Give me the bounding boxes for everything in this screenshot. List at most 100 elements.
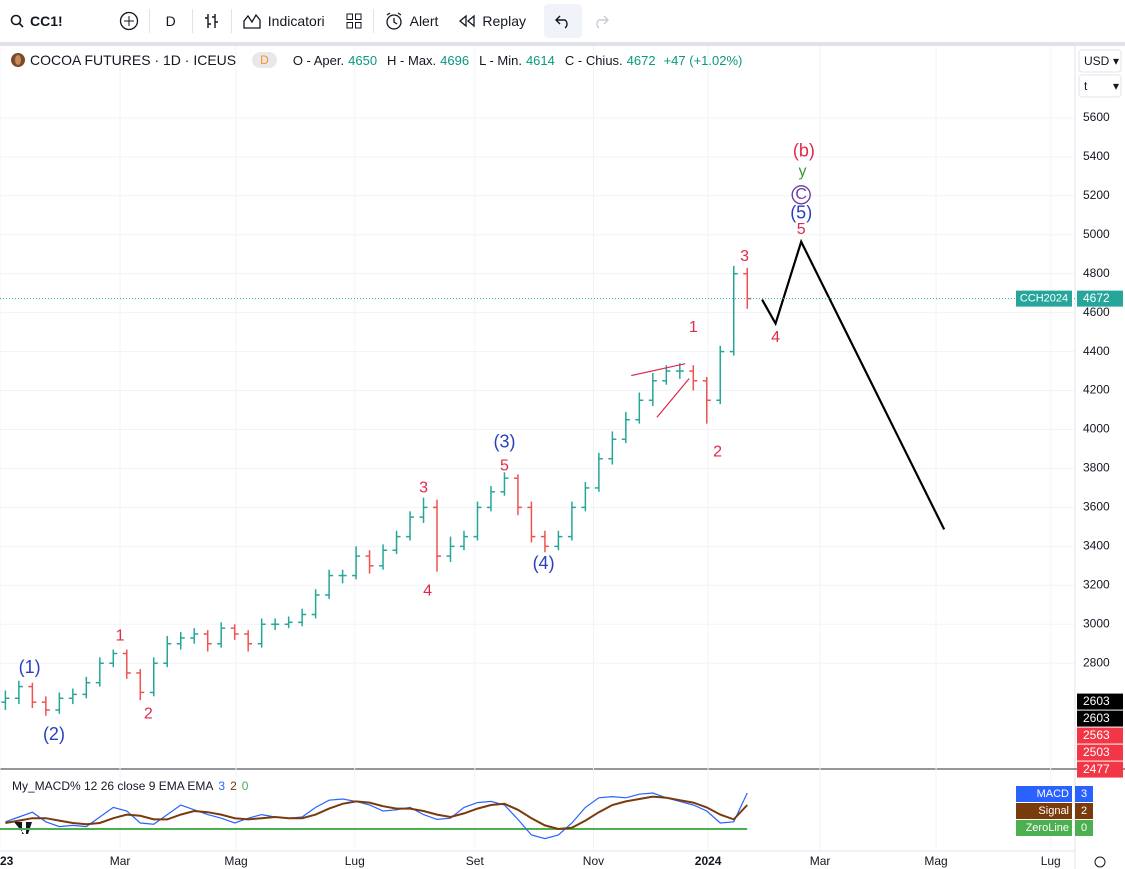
legend: COCOA FUTURES · 1D · ICEUS D O - Aper. 46… <box>10 52 742 68</box>
y-tick-label: 4000 <box>1083 422 1110 436</box>
settings-icon[interactable] <box>1094 856 1106 868</box>
high-label: H - Max. <box>387 52 437 68</box>
redo-icon <box>596 15 609 29</box>
ohlc-bar <box>379 544 388 570</box>
x-tick-label: Mag <box>224 854 247 868</box>
ohlc-bar <box>473 501 482 541</box>
wave-circle <box>791 185 811 205</box>
macd-value: 3 <box>218 779 226 793</box>
y-tick-label: 3200 <box>1083 577 1110 591</box>
ohlc-bar <box>136 669 145 701</box>
wave-label: 1 <box>689 319 698 336</box>
price-tag-value: 2603 <box>1083 694 1110 708</box>
wave-label: (2) <box>43 724 65 744</box>
wave-label: C <box>795 186 807 203</box>
ohlc-bar <box>716 345 725 405</box>
interval-badge: D <box>252 52 277 68</box>
toolbar: CC1! D Indicatori Alert Replay <box>0 0 1125 46</box>
wave-label: 4 <box>423 583 432 600</box>
wave-label: 3 <box>419 480 428 497</box>
open-label: O - Aper. <box>292 52 345 68</box>
indicator-tag-value: 2 <box>1081 805 1087 817</box>
redo-button[interactable] <box>582 0 620 42</box>
undo-button[interactable] <box>544 4 582 38</box>
wave-label: (1) <box>19 657 41 677</box>
wave-label: 5 <box>500 458 509 475</box>
indicator-line <box>5 795 748 831</box>
ohlc-bar <box>55 692 64 714</box>
macd-legend: My_MACD% 12 26 close 9 EMA EMA 3 2 0 <box>12 779 248 793</box>
ohlc-bar <box>527 501 536 543</box>
ohlc-bar <box>95 657 104 687</box>
indicators-icon <box>243 13 261 29</box>
price-tag-value: 2603 <box>1083 711 1110 725</box>
alert-button[interactable]: Alert <box>374 0 449 42</box>
price-tag-bg <box>1077 744 1123 761</box>
indicators-label: Indicatori <box>267 13 325 29</box>
tv-logo <box>14 822 32 834</box>
close-label: C - Chius. <box>564 52 623 68</box>
dropdown-arrow: ▾ <box>1113 79 1119 93</box>
ohlc-bar <box>648 373 657 407</box>
ohlc-bar <box>82 676 91 699</box>
price-tag: 2563 <box>1077 727 1123 744</box>
indicator-value-bg <box>1075 820 1093 836</box>
replay-button[interactable]: Replay <box>448 0 536 42</box>
ohlc-bar <box>486 485 495 512</box>
chart-background <box>0 46 1125 869</box>
macd-title: My_MACD% 12 26 close 9 EMA EMA <box>12 779 214 793</box>
ohlc-bar <box>540 530 549 553</box>
x-tick-label: Set <box>466 854 485 868</box>
y-tick-label: 4800 <box>1083 266 1110 280</box>
ohlc-bar <box>459 530 468 551</box>
indicator-line <box>5 792 748 840</box>
layout-button[interactable] <box>335 0 373 42</box>
price-tag: 2603 <box>1077 693 1123 710</box>
x-tick-label: Mag <box>924 854 947 868</box>
y-tick-label: 3400 <box>1083 539 1110 553</box>
indicator-tag-name: ZeroLine <box>1026 822 1069 834</box>
currency: USD <box>1084 54 1110 68</box>
ohlc-bar <box>325 569 334 599</box>
ohlc-bar <box>1 690 10 710</box>
wave-label: 4 <box>771 329 780 346</box>
ohlc-bar <box>217 622 226 648</box>
ohlc-bar <box>406 511 415 541</box>
plus-icon <box>119 11 138 31</box>
ohlc-bar <box>513 474 522 516</box>
high-value: 4696 <box>440 52 470 68</box>
ohlc-bar <box>365 550 374 574</box>
last-price-tag-bg <box>1016 290 1072 307</box>
undo-icon <box>555 15 568 29</box>
symbol: CC1! <box>30 13 63 29</box>
change-value: +47 (+1.02%) <box>663 52 743 68</box>
y-tick-label: 2800 <box>1083 655 1110 669</box>
ohlc-bar <box>433 499 442 572</box>
chart-type-button[interactable] <box>193 0 231 42</box>
indicator-tag-bg <box>1016 803 1072 819</box>
y-tick-label: 3600 <box>1083 500 1110 514</box>
price-tag-bg <box>1077 710 1123 727</box>
y-tick-label: 4200 <box>1083 383 1110 397</box>
symbol-search[interactable]: CC1! <box>0 0 73 42</box>
projection-path <box>761 238 946 530</box>
ohlc-bar <box>419 497 428 523</box>
price-tag-bg <box>1077 761 1123 778</box>
y-tick-label: 5000 <box>1083 227 1110 241</box>
indicators-button[interactable]: Indicatori <box>232 0 335 42</box>
compare-button[interactable] <box>109 0 149 42</box>
ohlc-bar <box>662 365 671 385</box>
y-tick-label: 4600 <box>1083 305 1110 319</box>
interval-button[interactable]: D <box>150 0 192 42</box>
indicator-value-bg <box>1075 786 1093 802</box>
unit: t <box>1084 79 1088 93</box>
x-tick-label: Mar <box>810 854 831 868</box>
ohlc-bar <box>554 530 563 551</box>
ohlc-bar <box>621 411 630 444</box>
replay-label: Replay <box>482 13 526 29</box>
indicator-tag-name: MACD <box>1037 788 1069 800</box>
unit-box[interactable] <box>1078 74 1122 98</box>
currency-box[interactable] <box>1078 49 1122 73</box>
chart-title: COCOA FUTURES · 1D · ICEUS <box>30 52 237 68</box>
